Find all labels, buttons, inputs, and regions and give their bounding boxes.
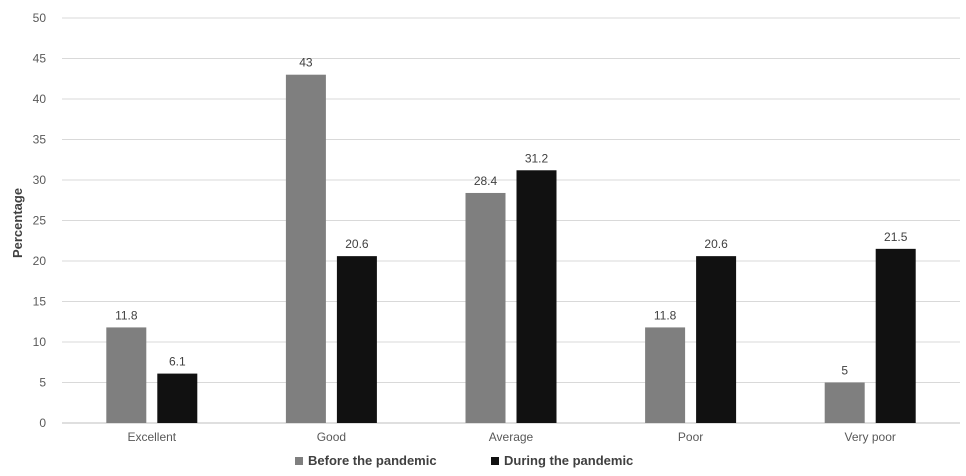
data-label: 11.8 (115, 308, 138, 322)
bar-before (645, 327, 686, 423)
y-tick-label: 15 (33, 295, 47, 309)
gridlines (62, 17, 960, 424)
y-axis-label: Percentage (10, 188, 25, 258)
data-label: 20.6 (345, 237, 369, 251)
x-category-label: Average (489, 430, 534, 444)
y-tick-label: 10 (33, 335, 47, 349)
bar-before (106, 327, 147, 423)
y-tick-label: 45 (33, 52, 47, 66)
legend-label: Before the pandemic (308, 453, 437, 468)
data-labels: 11.8 6.1 43 20.6 28.4 31.2 11.8 20.6 5 21.5 (115, 56, 908, 378)
y-tick-label: 25 (33, 214, 47, 228)
y-tick-label: 20 (33, 254, 47, 268)
x-category-label: Very poor (845, 430, 896, 444)
data-label: 28.4 (474, 174, 498, 188)
data-label: 5 (841, 364, 848, 378)
data-label: 6.1 (169, 355, 186, 369)
bar-during (157, 373, 198, 423)
y-tick-label: 50 (33, 11, 47, 25)
data-label: 21.5 (884, 230, 908, 244)
x-category-label: Good (317, 430, 346, 444)
y-tick-label: 35 (33, 133, 47, 147)
y-tick-label: 30 (33, 173, 47, 187)
x-category-label: Poor (678, 430, 703, 444)
x-axis-categories: Excellent Good Average Poor Very poor (127, 430, 895, 444)
y-axis-ticks: 0 5 10 15 20 25 30 35 40 45 50 (33, 11, 47, 430)
bar-during (875, 248, 916, 423)
data-label: 31.2 (525, 151, 549, 165)
bar-during (336, 256, 377, 423)
bar-before (285, 74, 326, 423)
data-label: 11.8 (654, 308, 677, 322)
bar-before (824, 382, 865, 423)
y-tick-label: 40 (33, 92, 47, 106)
data-label: 20.6 (704, 237, 728, 251)
data-label: 43 (299, 56, 313, 70)
y-tick-label: 0 (39, 416, 46, 430)
legend-swatch (295, 457, 303, 465)
legend-swatch (491, 457, 499, 465)
bar-before (465, 192, 506, 423)
legend-label: During the pandemic (504, 453, 633, 468)
bars (106, 74, 916, 423)
bar-during (696, 256, 737, 423)
legend: Before the pandemic During the pandemic (295, 453, 633, 468)
x-category-label: Excellent (127, 430, 176, 444)
bar-during (516, 170, 557, 423)
y-tick-label: 5 (39, 376, 46, 390)
